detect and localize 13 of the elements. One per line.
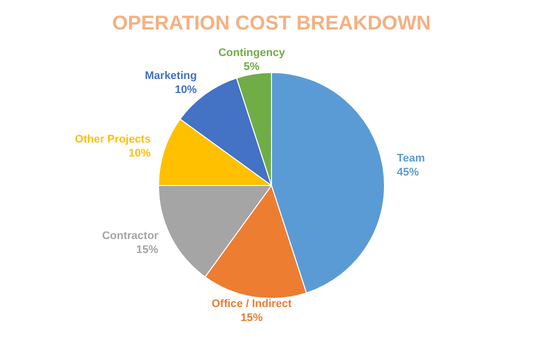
slice-label: Contractor: [102, 230, 160, 242]
slice-label: Team: [396, 152, 426, 165]
slice-label: Marketing: [144, 70, 197, 82]
data-label: 15%: [136, 244, 159, 256]
chart-title: OPERATION COST BREAKDOWN: [112, 12, 431, 35]
slice-label: Other Projects: [74, 133, 151, 146]
data-label: 10%: [174, 84, 198, 96]
slice-label: Office / Indirect: [212, 298, 292, 310]
data-label: 10%: [128, 147, 151, 160]
data-label: 15%: [240, 312, 263, 324]
data-label: 5%: [244, 61, 260, 74]
data-label: 45%: [396, 166, 420, 179]
slice-label: Contingency: [218, 47, 286, 60]
